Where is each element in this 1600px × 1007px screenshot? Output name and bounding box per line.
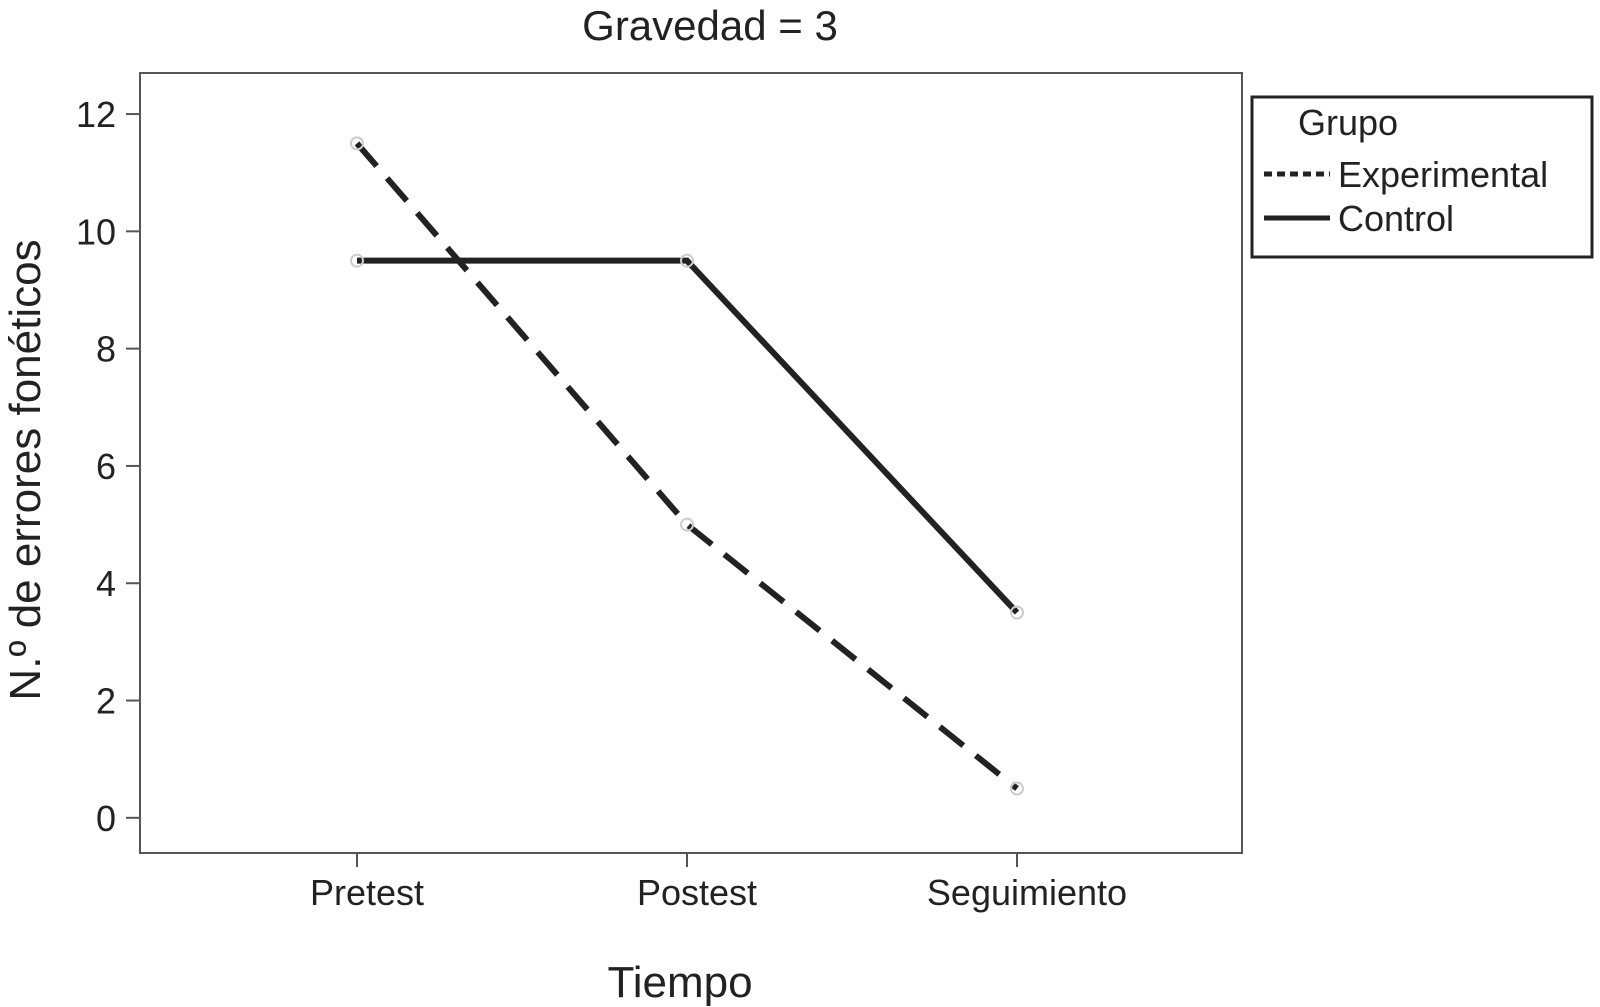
legend: Grupo Experimental Control xyxy=(1250,95,1594,259)
y-axis: 0 2 4 6 8 10 12 xyxy=(76,94,140,839)
legend-label-experimental: Experimental xyxy=(1338,154,1548,195)
x-axis-title: Tiempo xyxy=(607,958,752,1007)
y-tick-label: 2 xyxy=(96,681,116,722)
data-point-control xyxy=(680,253,694,268)
series-line-control xyxy=(357,257,1020,615)
x-tick-label: Postest xyxy=(637,872,757,913)
x-axis: Pretest Postest Seguimiento xyxy=(310,853,1127,913)
y-tick-label: 0 xyxy=(96,798,116,839)
series-line-experimental xyxy=(354,141,1019,791)
legend-label-control: Control xyxy=(1338,198,1454,239)
legend-box xyxy=(1250,95,1594,259)
y-tick-label: 12 xyxy=(76,94,116,135)
plot-frame xyxy=(139,72,1243,854)
series-lines xyxy=(350,136,1024,796)
y-tick-label: 6 xyxy=(96,446,116,487)
x-tick-label: Pretest xyxy=(310,872,424,913)
data-point-experimental xyxy=(350,136,364,151)
y-tick-label: 4 xyxy=(96,563,116,604)
y-tick-label: 10 xyxy=(76,211,116,252)
y-axis-title: N.º de errores fonéticos xyxy=(1,239,50,700)
data-point-control xyxy=(350,253,364,268)
chart-title: Gravedad = 3 xyxy=(582,2,838,49)
data-point-experimental xyxy=(1010,781,1024,796)
data-point-experimental xyxy=(680,517,694,532)
x-tick-label: Seguimiento xyxy=(927,872,1127,913)
legend-title: Grupo xyxy=(1298,102,1398,143)
data-point-control xyxy=(1010,605,1024,620)
y-tick-label: 8 xyxy=(96,329,116,370)
